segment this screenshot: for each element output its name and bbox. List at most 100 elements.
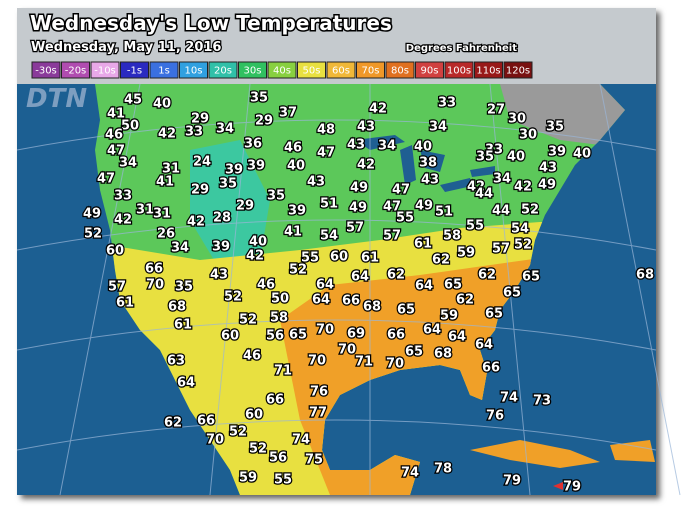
temperature: 47 — [383, 200, 401, 215]
temperature: 42 — [246, 249, 264, 264]
legend-label: 10s — [185, 66, 203, 77]
temperature: 24 — [193, 155, 211, 170]
temperature: 66 — [387, 328, 405, 343]
temperature: 40 — [507, 150, 525, 165]
temperature: 40 — [287, 159, 305, 174]
temperature: 34 — [378, 139, 396, 154]
temperature: 35 — [219, 177, 237, 192]
temperature: 66 — [197, 414, 215, 429]
temperature: 64 — [316, 278, 334, 293]
legend-swatch — [238, 61, 267, 79]
temperature: 51 — [435, 205, 453, 220]
temperature: 39 — [212, 240, 230, 255]
temperature: 52 — [84, 227, 102, 242]
date: Wednesday, May 11, 2016 — [31, 40, 221, 55]
temperature: 47 — [97, 172, 115, 187]
temperature: 47 — [107, 144, 125, 159]
temperature: 56 — [266, 329, 284, 344]
title: Wednesday's Low Temperatures — [30, 11, 392, 35]
temperature: 65 — [485, 307, 503, 322]
legend-swatch — [503, 61, 533, 79]
temperature: 65 — [405, 345, 423, 360]
temperature: 73 — [533, 394, 551, 409]
temperature: 58 — [270, 311, 288, 326]
temperature: 52 — [514, 238, 532, 253]
temperature: 65 — [397, 303, 415, 318]
temperature: 70 — [338, 343, 356, 358]
temperature: 42 — [357, 158, 375, 173]
temperature: 68 — [363, 300, 381, 315]
temperature: 62 — [387, 268, 405, 283]
legend-label: -20s — [65, 66, 87, 77]
temperature: 57 — [492, 242, 510, 257]
legend-swatch — [297, 61, 326, 79]
legend-swatch — [179, 61, 208, 79]
temperature: 66 — [342, 294, 360, 309]
temperature: 42 — [467, 180, 485, 195]
temperature: 44 — [475, 187, 493, 202]
temperature: 41 — [107, 107, 125, 122]
temperature: 55 — [274, 473, 292, 488]
legend-label: 1s — [158, 66, 170, 77]
temperature: 71 — [355, 355, 373, 370]
temperature: 35 — [476, 150, 494, 165]
legend-label: 120s — [506, 66, 530, 77]
temperature: 64 — [415, 279, 433, 294]
temperature: 52 — [521, 203, 539, 218]
legend-label: 80s — [391, 66, 409, 77]
legend-swatch — [326, 61, 356, 79]
legend-swatch — [90, 61, 120, 79]
temperature: 66 — [145, 262, 163, 277]
legend-swatch — [31, 61, 61, 79]
temperature: 35 — [175, 280, 193, 295]
temperature: 60 — [106, 244, 124, 259]
temperature: 59 — [239, 471, 257, 486]
temperature: 65 — [444, 278, 462, 293]
temperature: 40 — [249, 235, 267, 250]
temperature: 49 — [350, 181, 368, 196]
temperature: 31 — [153, 207, 171, 222]
temperature: 46 — [243, 349, 261, 364]
temperature: 31 — [136, 203, 154, 218]
legend-swatch — [356, 61, 385, 79]
temperature: 63 — [167, 354, 185, 369]
temperature: 66 — [482, 361, 500, 376]
temperature: 50 — [121, 119, 139, 134]
legend-swatch — [208, 61, 238, 79]
temperature: 33 — [485, 143, 503, 158]
temperature: 74 — [401, 466, 419, 481]
legend-label: -1s — [127, 66, 142, 77]
temperature: 64 — [423, 323, 441, 338]
temperature: 46 — [105, 128, 123, 143]
temperature: 27 — [487, 103, 505, 118]
temperature: 42 — [114, 213, 132, 228]
temperature: 57 — [108, 280, 126, 295]
temperature: 42 — [369, 102, 387, 117]
temperature: 45 — [124, 93, 142, 108]
temperature: 55 — [301, 251, 319, 266]
temperature: 33 — [114, 189, 132, 204]
temperature: 70 — [206, 433, 224, 448]
temperature: 65 — [522, 270, 540, 285]
temperature: 31 — [162, 162, 180, 177]
temperature: 34 — [119, 156, 137, 171]
legend-label: -30s — [35, 66, 57, 77]
marker — [553, 482, 563, 490]
temperature: 43 — [357, 120, 375, 135]
temperature: 46 — [284, 141, 302, 156]
temperature: 77 — [309, 406, 327, 421]
temperature: 79 — [503, 474, 521, 489]
legend-label: 50s — [303, 66, 321, 77]
great-lakes — [355, 135, 495, 192]
temperature: 69 — [347, 327, 365, 342]
temperature: 42 — [158, 127, 176, 142]
temperature: 38 — [419, 156, 437, 171]
temperature: 65 — [503, 286, 521, 301]
temperature: 29 — [191, 183, 209, 198]
temperature: 36 — [244, 137, 262, 152]
temperature: 76 — [486, 409, 504, 424]
temperature: 62 — [478, 268, 496, 283]
temperature: 68 — [434, 347, 452, 362]
temperature: 64 — [351, 270, 369, 285]
